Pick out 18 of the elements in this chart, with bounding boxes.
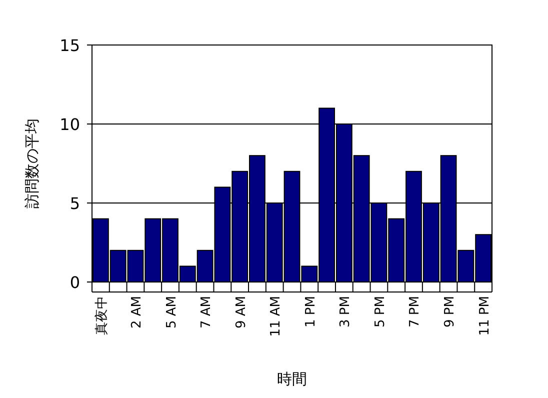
x-tick-label: 11 PM — [477, 296, 492, 336]
x-tick-label: 9 PM — [442, 296, 458, 328]
x-tick-label: 5 AM — [164, 296, 180, 329]
y-tick-label: 10 — [60, 115, 80, 134]
x-tick-label: 5 PM — [372, 296, 388, 328]
x-tick-label: 7 AM — [199, 296, 214, 329]
x-tick-label: 9 AM — [234, 296, 249, 329]
x-tick-label: 真夜中 — [94, 296, 110, 335]
x-tick-label: 7 PM — [408, 296, 423, 328]
y-tick-label: 5 — [70, 194, 80, 213]
y-tick-label: 15 — [60, 36, 80, 55]
y-tick-label: 0 — [70, 273, 80, 292]
y-axis-title: 訪問数の平均 — [23, 118, 41, 208]
x-tick-label: 2 AM — [129, 296, 144, 329]
x-axis-title: 時間 — [277, 370, 307, 388]
x-tick-label: 3 PM — [338, 296, 354, 328]
x-tick-label: 11 AM — [268, 296, 284, 337]
x-tick-label: 1 PM — [303, 296, 318, 328]
